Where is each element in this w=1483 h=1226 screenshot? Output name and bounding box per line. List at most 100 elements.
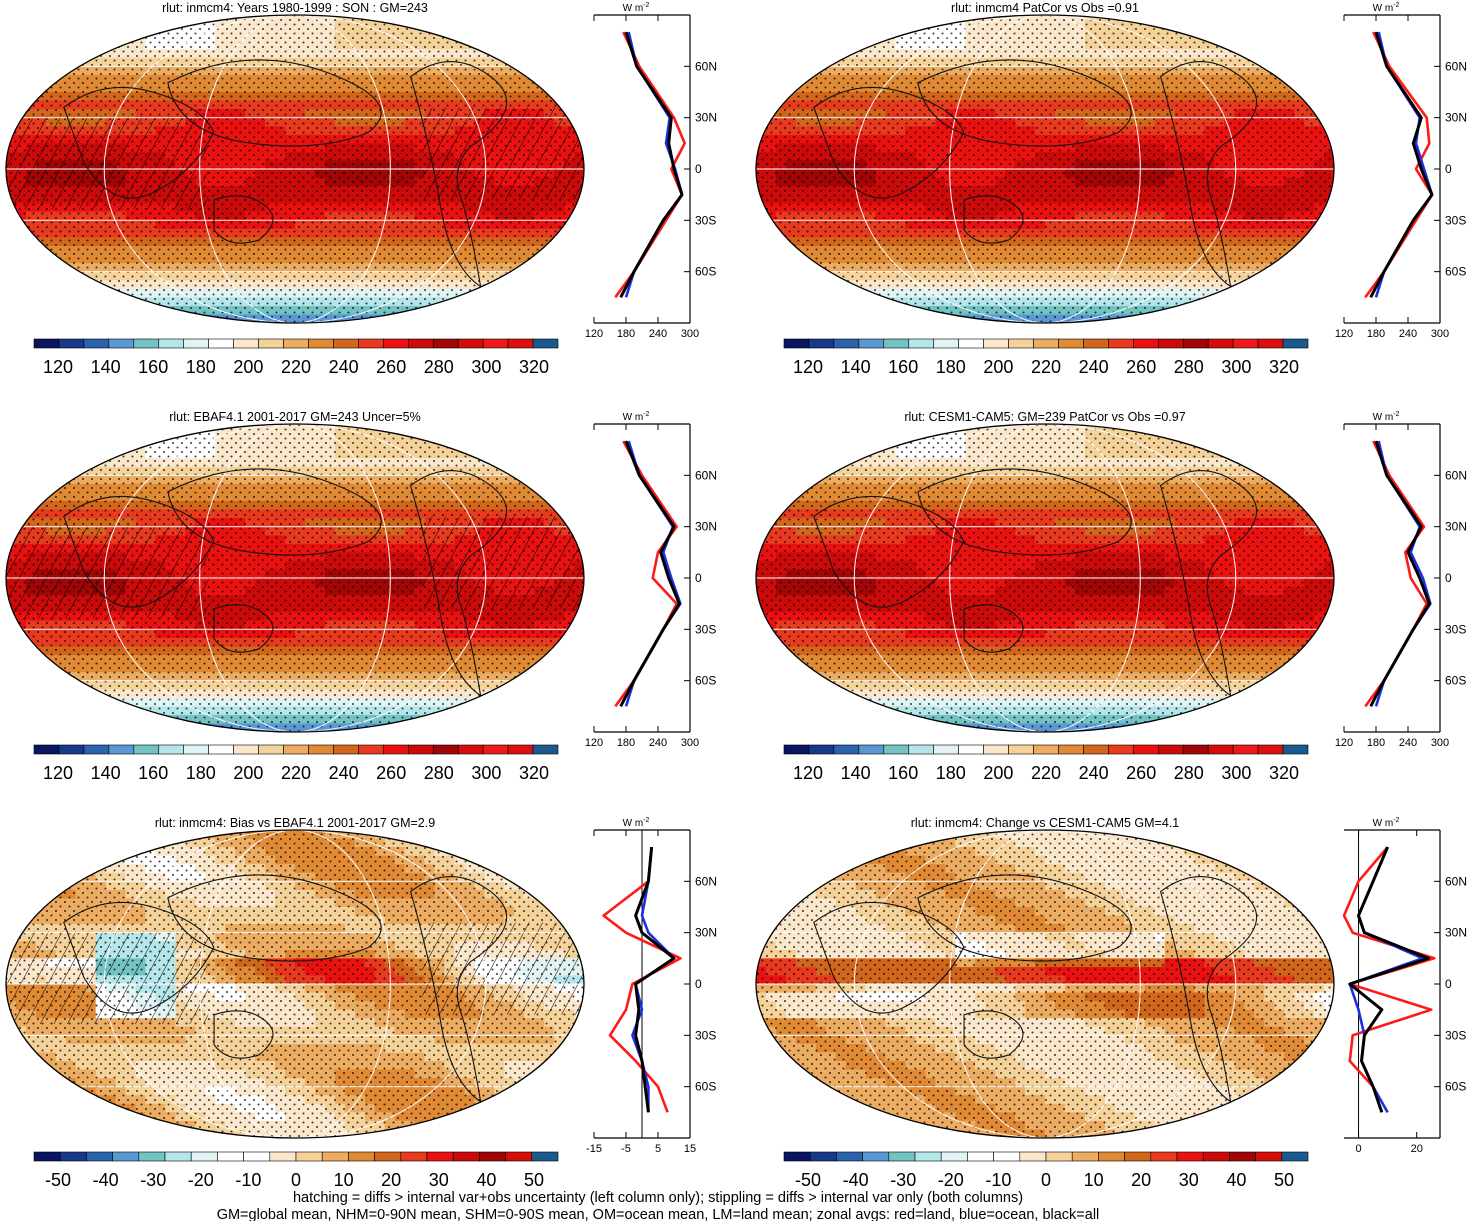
map-cell: [915, 15, 926, 24]
map-cell: [574, 510, 585, 519]
map-cell: [1324, 263, 1335, 272]
map-cell: [554, 263, 565, 272]
map-cell: [766, 263, 777, 272]
map-cell: [544, 433, 555, 442]
map-cell: [574, 255, 585, 264]
map-cell: [1254, 49, 1265, 58]
map-cell: [1244, 24, 1255, 33]
map-cell: [574, 66, 585, 75]
map-cell: [1234, 15, 1245, 24]
map-cell: [544, 58, 555, 67]
map-cell: [26, 475, 37, 484]
map-cell: [766, 297, 777, 306]
map-cell: [96, 297, 107, 306]
map-cell: [1264, 41, 1275, 50]
map-cell: [514, 467, 525, 476]
map-cell: [106, 441, 117, 450]
map-cell: [504, 424, 515, 433]
map-cell: [36, 306, 47, 315]
map-cell: [564, 66, 575, 75]
map-cell: [856, 289, 867, 298]
map-cell: [514, 280, 525, 289]
map-cell: [56, 297, 67, 306]
map-cell: [574, 101, 585, 110]
map-cell: [126, 433, 137, 442]
map-cell: [1294, 280, 1305, 289]
map-cell: [836, 314, 847, 323]
map-cell: [534, 75, 545, 84]
map-cell: [826, 49, 837, 58]
map-cell: [756, 289, 767, 298]
map-cell: [816, 24, 827, 33]
map-cell: [1314, 289, 1325, 298]
zonal-lat-label: 60N: [695, 59, 717, 73]
map-cell: [444, 24, 455, 33]
map-cell: [16, 229, 27, 238]
map-cell: [876, 15, 887, 24]
map-cell: [776, 15, 787, 24]
zonal-lat-label: 60S: [695, 265, 716, 279]
map-cell: [564, 306, 575, 315]
map-cell: [554, 83, 565, 92]
map-cell: [116, 32, 127, 41]
map-cell: [484, 424, 495, 433]
map-cell: [126, 441, 137, 450]
map-cell: [524, 66, 535, 75]
map-cell: [1254, 306, 1265, 315]
map-cell: [574, 475, 585, 484]
map-cell: [766, 229, 777, 238]
map-cell: [175, 15, 186, 24]
map-cell: [6, 118, 17, 127]
map-cell: [1214, 15, 1225, 24]
map-cell: [1294, 246, 1305, 255]
map-cell: [524, 49, 535, 58]
map-cell: [534, 24, 545, 33]
map-cell: [1244, 49, 1255, 58]
zonal-x-tick-label: 120: [585, 328, 603, 340]
map-cell: [36, 280, 47, 289]
map-cell: [175, 314, 186, 323]
map-cell: [26, 280, 37, 289]
map-cell: [395, 424, 406, 433]
map-cell: [36, 467, 47, 476]
map-cell: [1314, 229, 1325, 238]
map-cell: [26, 433, 37, 442]
map-cell: [36, 24, 47, 33]
map-cell: [1294, 49, 1305, 58]
map-cell: [474, 32, 485, 41]
map-cell: [494, 24, 505, 33]
map-cell: [1254, 297, 1265, 306]
map-cell: [106, 314, 117, 323]
map-cell: [766, 237, 777, 246]
map-cell: [6, 424, 17, 433]
map-cell: [1314, 75, 1325, 84]
map-cell: [1284, 306, 1295, 315]
map-cell: [106, 24, 117, 33]
map-cell: [766, 92, 777, 101]
map-cell: [36, 41, 47, 50]
zonal-x-tick-label: 300: [1431, 328, 1449, 340]
map-cell: [1314, 92, 1325, 101]
map-cell: [915, 314, 926, 323]
map-cell: [46, 255, 57, 264]
map-cell: [806, 272, 817, 281]
map-field: [756, 15, 1335, 324]
map-cell: [564, 15, 575, 24]
map-cell: [46, 49, 57, 58]
map-cell: [1274, 58, 1285, 67]
map-cell: [1254, 314, 1265, 323]
map-cell: [846, 32, 857, 41]
map-cell: [26, 289, 37, 298]
map-cell: [786, 314, 797, 323]
map-cell: [96, 41, 107, 50]
map-cell: [544, 255, 555, 264]
map-cell: [1304, 280, 1315, 289]
map-cell: [796, 289, 807, 298]
map-cell: [6, 75, 17, 84]
map-cell: [544, 467, 555, 476]
map-cell: [46, 24, 57, 33]
map-cell: [514, 297, 525, 306]
map-cell: [1165, 314, 1176, 323]
map-cell: [554, 66, 565, 75]
